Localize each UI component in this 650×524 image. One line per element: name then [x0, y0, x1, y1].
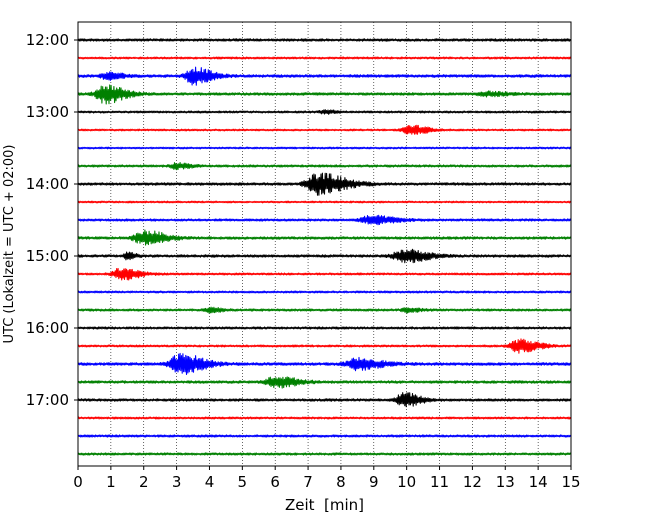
trace-1445 — [77, 229, 572, 246]
trace-1300 — [77, 109, 572, 115]
x-tick-label: 5 — [238, 473, 248, 491]
trace-1200 — [77, 38, 572, 42]
x-axis-ticks: 0 1 2 3 4 5 6 7 8 9 10 11 12 13 14 15 — [73, 466, 581, 491]
trace-1400 — [77, 172, 572, 196]
x-tick-label: 14 — [529, 473, 548, 491]
trace-1515 — [77, 267, 572, 281]
trace-1230 — [77, 66, 572, 86]
y-tick-label: 15:00 — [26, 247, 69, 265]
y-tick-label: 17:00 — [26, 391, 69, 409]
plot-frame — [77, 21, 572, 467]
y-tick-label: 12:00 — [26, 31, 69, 49]
x-tick-label: 11 — [430, 473, 449, 491]
seismic-traces — [77, 38, 572, 456]
trace-1345 — [77, 162, 572, 171]
trace-1615 — [77, 338, 572, 354]
trace-1315 — [77, 124, 572, 135]
y-tick-label: 16:00 — [26, 319, 69, 337]
x-tick-label: 7 — [303, 473, 313, 491]
x-tick-label: 6 — [270, 473, 280, 491]
trace-1700 — [77, 392, 572, 408]
trace-1645 — [77, 376, 572, 389]
trace-1715 — [77, 416, 572, 420]
trace-1530 — [77, 290, 572, 294]
x-tick-label: 8 — [336, 473, 346, 491]
trace-1600 — [77, 326, 572, 330]
trace-1500 — [77, 248, 572, 264]
x-tick-label: 2 — [139, 473, 149, 491]
x-tick-label: 13 — [496, 473, 515, 491]
x-axis-label: Zeit [min] — [285, 496, 364, 514]
trace-1730 — [77, 434, 572, 438]
trace-1215 — [77, 56, 572, 60]
x-tick-label: 9 — [369, 473, 379, 491]
x-tick-label: 10 — [397, 473, 416, 491]
x-tick-label: 1 — [106, 473, 116, 491]
trace-1415 — [77, 200, 572, 204]
trace-1330 — [77, 146, 572, 150]
y-tick-label: 14:00 — [26, 175, 69, 193]
y-tick-label: 13:00 — [26, 103, 69, 121]
x-tick-label: 4 — [205, 473, 215, 491]
x-tick-label: 3 — [172, 473, 182, 491]
x-tick-label: 15 — [561, 473, 580, 491]
trace-1630 — [77, 352, 572, 376]
x-tick-label: 0 — [73, 473, 83, 491]
x-tick-label: 12 — [463, 473, 482, 491]
y-axis-ticks: 12:00 13:00 14:00 15:00 16:00 17:00 — [26, 31, 78, 409]
trace-1430 — [77, 214, 572, 226]
trace-1745 — [77, 452, 572, 456]
y-axis-label: UTC (Lokalzeit = UTC + 02:00) — [2, 145, 17, 344]
trace-1245 — [77, 84, 572, 105]
trace-1545 — [77, 306, 572, 314]
vertical-gridlines — [110, 22, 539, 466]
